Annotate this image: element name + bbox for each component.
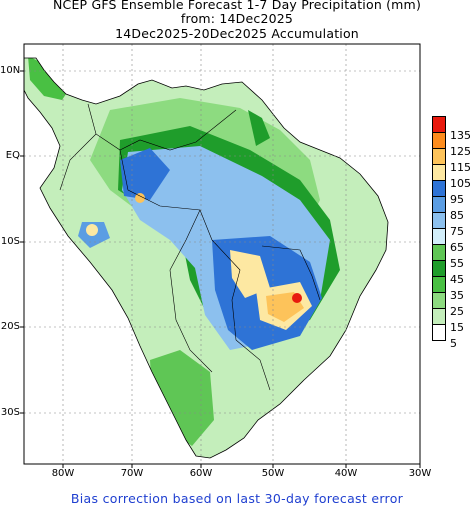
lat-label-10n: 10N	[0, 65, 21, 76]
lon-label-80w: 80W	[51, 468, 75, 479]
legend-swatch	[432, 276, 446, 293]
legend-label: 45	[450, 273, 464, 286]
legend-label: 115	[450, 161, 471, 174]
country-borders	[59, 103, 321, 391]
title-line-3: 14Dec2025-20Dec2025 Accumulation	[115, 26, 359, 41]
lon-label-60w: 60W	[189, 468, 213, 479]
legend-label: 15	[450, 321, 464, 334]
bias-correction-note: Bias correction based on last 30-day for…	[70, 491, 404, 506]
legend-swatch	[432, 180, 446, 197]
legend-swatch	[432, 228, 446, 245]
title-line-2: from: 14Dec2025	[180, 11, 294, 26]
legend-swatch	[432, 308, 446, 325]
map-frame	[23, 43, 421, 465]
legend-label: 105	[450, 177, 471, 190]
coastline	[24, 57, 389, 459]
color-legend	[432, 116, 446, 341]
legend-swatch	[432, 148, 446, 165]
precip-max-west	[86, 224, 98, 236]
legend-label: 5	[450, 337, 457, 350]
legend-label: 25	[450, 305, 464, 318]
precip-max-east	[292, 293, 302, 303]
lat-label-20s: 20S	[0, 321, 20, 332]
legend-swatch	[432, 196, 446, 213]
legend-swatch	[432, 244, 446, 261]
precip-field	[24, 58, 388, 458]
lat-label-30s: 30S	[0, 407, 20, 418]
lat-label-eq: EQ	[5, 150, 20, 161]
legend-swatch	[432, 212, 446, 229]
legend-swatch	[432, 132, 446, 149]
lon-label-50w: 50W	[261, 468, 285, 479]
tick-marks	[20, 70, 421, 468]
lat-label-10s: 10S	[0, 236, 20, 247]
legend-label: 85	[450, 209, 464, 222]
legend-swatch	[432, 260, 446, 277]
legend-swatch	[432, 324, 446, 341]
legend-swatch	[432, 164, 446, 181]
title-line-1: NCEP GFS Ensemble Forecast 1-7 Day Preci…	[52, 0, 422, 12]
lon-label-70w: 70W	[120, 468, 144, 479]
legend-label: 125	[450, 145, 471, 158]
legend-label: 65	[450, 241, 464, 254]
lon-label-30w: 30W	[408, 468, 432, 479]
legend-label: 35	[450, 289, 464, 302]
legend-label: 95	[450, 193, 464, 206]
legend-label: 135	[450, 129, 471, 142]
legend-swatch	[432, 292, 446, 309]
lon-label-40w: 40W	[334, 468, 358, 479]
precip-max-north	[135, 193, 145, 203]
graticule	[24, 44, 420, 464]
legend-label: 75	[450, 225, 464, 238]
legend-swatch	[432, 116, 446, 133]
legend-label: 55	[450, 257, 464, 270]
